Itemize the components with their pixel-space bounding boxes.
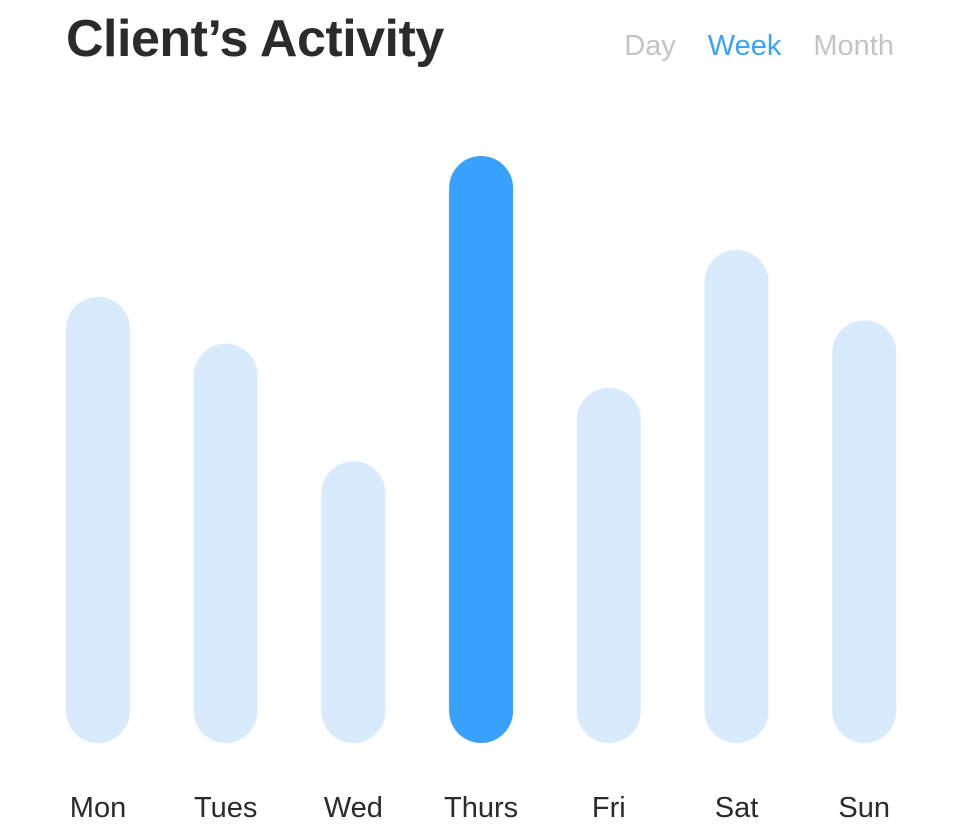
period-tabs: Day Week Month <box>624 26 894 66</box>
tab-week[interactable]: Week <box>707 30 782 62</box>
bar-thurs[interactable] <box>449 156 514 743</box>
tab-month[interactable]: Month <box>813 30 894 62</box>
x-label-wed: Wed <box>323 792 383 824</box>
bar-mon[interactable] <box>66 296 130 743</box>
bar-fri[interactable] <box>576 387 641 743</box>
bar-sun[interactable] <box>832 320 897 743</box>
bar-wed[interactable] <box>321 461 386 743</box>
x-label-mon: Mon <box>69 792 127 824</box>
x-label-sun: Sun <box>838 792 890 824</box>
bar-tues[interactable] <box>193 343 258 743</box>
tab-day[interactable]: Day <box>624 30 676 62</box>
x-label-sat: Sat <box>714 792 759 824</box>
x-label-fri: Fri <box>591 792 626 824</box>
bar-sat[interactable] <box>704 249 769 743</box>
x-label-thurs: Thurs <box>444 792 519 824</box>
chart-title: Client’s Activity <box>66 10 444 68</box>
x-label-tues: Tues <box>193 792 258 824</box>
